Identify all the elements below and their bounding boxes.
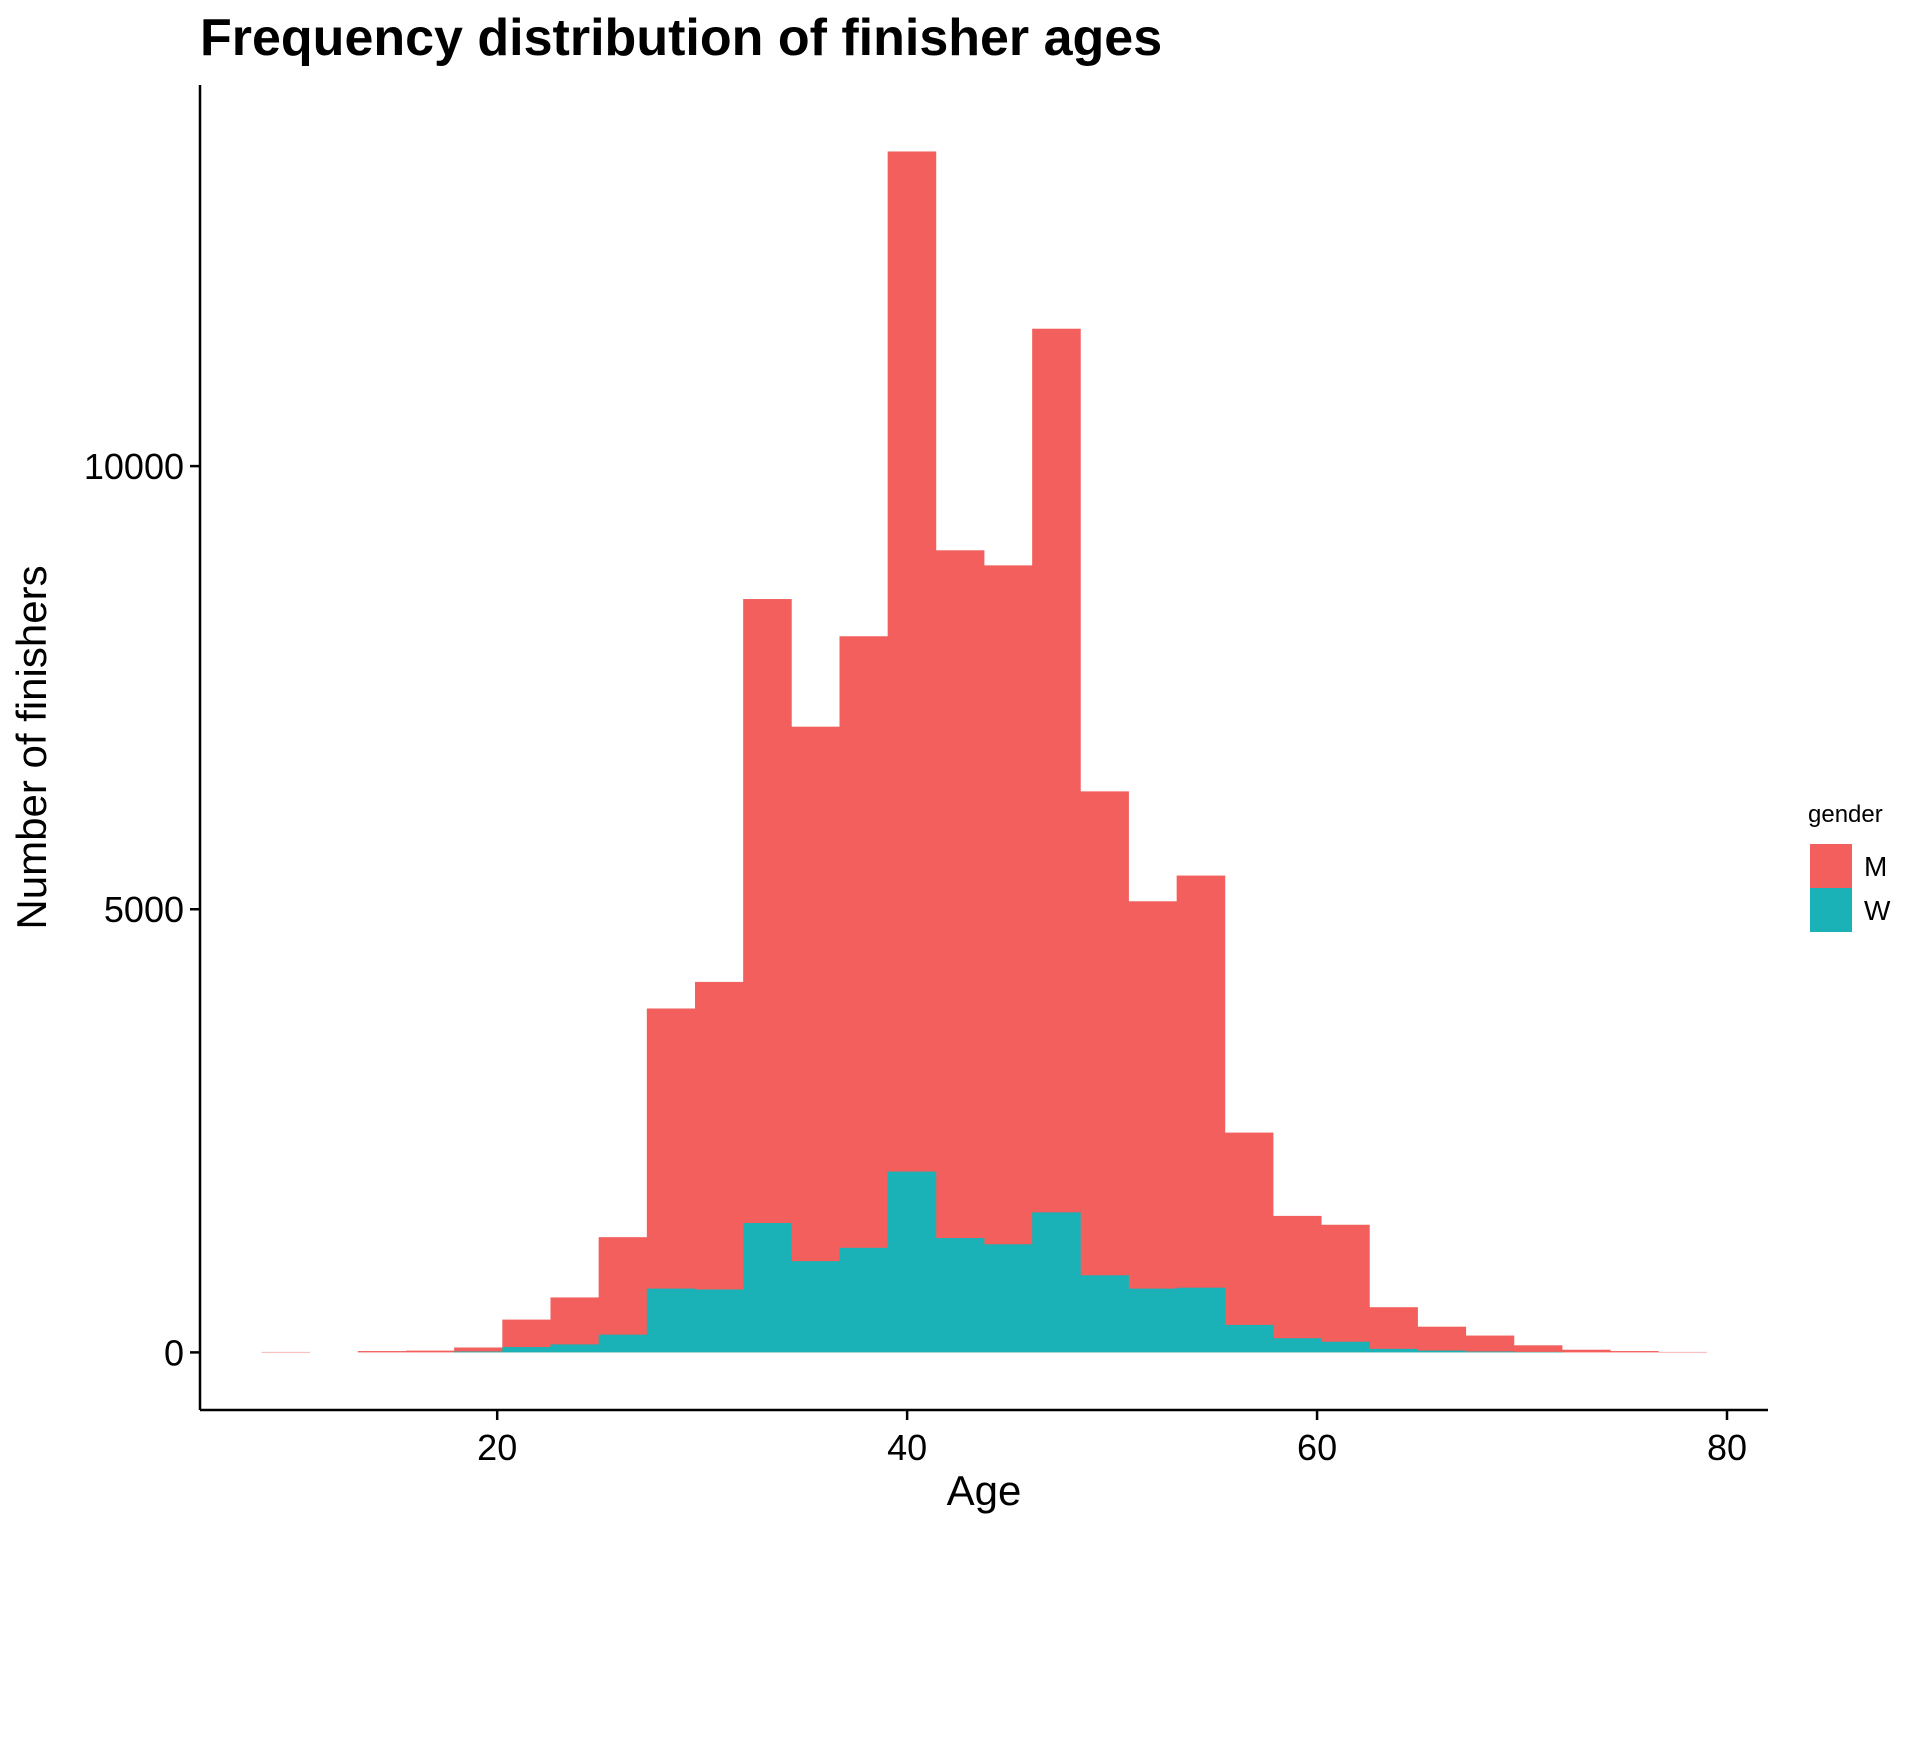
bar-w <box>1417 1350 1467 1353</box>
y-tick-label: 5000 <box>104 889 184 930</box>
legend-label-m: M <box>1864 851 1887 882</box>
bar-w <box>935 1238 985 1353</box>
bar-m <box>550 1297 600 1353</box>
bar-m <box>1080 791 1129 1353</box>
bar-w <box>743 1222 792 1353</box>
bar-w <box>1032 1212 1081 1353</box>
y-tick-label: 0 <box>164 1332 184 1373</box>
bar-m <box>1465 1335 1515 1353</box>
bar-w <box>1176 1287 1226 1353</box>
bar-w <box>1273 1338 1322 1353</box>
bar-m <box>1176 875 1226 1353</box>
bar-m <box>598 1237 648 1353</box>
bar-m <box>502 1319 551 1353</box>
bar-w <box>887 1171 937 1353</box>
bar-w <box>791 1261 840 1353</box>
bar-m <box>984 565 1033 1353</box>
x-tick-label: 60 <box>1297 1427 1337 1468</box>
x-tick-label: 20 <box>477 1427 517 1468</box>
bar-m <box>1513 1345 1563 1353</box>
bar-m <box>1321 1224 1370 1353</box>
bar-w <box>984 1244 1033 1353</box>
bar-m <box>791 726 840 1353</box>
bar-w <box>550 1344 600 1353</box>
legend-key-w <box>1810 888 1852 932</box>
bar-w <box>694 1289 744 1353</box>
y-axis-title: Number of finishers <box>8 565 55 929</box>
chart-title: Frequency distribution of finisher ages <box>200 9 1163 67</box>
bar-w <box>502 1347 551 1353</box>
bar-m <box>1610 1351 1659 1353</box>
bar-w <box>1321 1341 1370 1353</box>
bars-layer <box>261 151 1707 1353</box>
ticks-layer: 20 40 60 80 0 5000 10000 <box>84 446 1747 1468</box>
x-axis-title: Age <box>947 1467 1022 1514</box>
bar-w <box>1369 1348 1418 1353</box>
legend-label-w: W <box>1864 895 1891 926</box>
bar-m <box>1562 1349 1611 1353</box>
bar-w <box>454 1351 503 1353</box>
bar-m <box>1032 328 1081 1353</box>
bar-m <box>1224 1132 1274 1353</box>
bar-m <box>405 1350 455 1353</box>
bar-w <box>1080 1275 1129 1353</box>
bar-w <box>839 1247 889 1353</box>
bar-w <box>598 1334 648 1353</box>
legend: gender MW <box>1808 801 1891 932</box>
bar-w <box>1128 1288 1178 1353</box>
bar-m <box>454 1347 503 1353</box>
bar-m <box>1128 901 1178 1353</box>
y-tick-label: 10000 <box>84 446 184 487</box>
bar-m <box>1369 1307 1418 1353</box>
x-tick-label: 40 <box>887 1427 927 1468</box>
bar-w <box>1465 1351 1515 1353</box>
legend-key-m <box>1810 844 1852 888</box>
bar-m <box>887 151 937 1353</box>
bar-m <box>1417 1326 1467 1353</box>
x-tick-label: 80 <box>1707 1427 1747 1468</box>
legend-title: gender <box>1808 801 1883 828</box>
bar-m <box>357 1351 407 1353</box>
bar-m <box>839 636 889 1353</box>
bar-m <box>935 550 985 1353</box>
axes-layer <box>198 85 1768 1412</box>
bar-w <box>646 1288 696 1353</box>
bar-w <box>1224 1324 1274 1353</box>
bar-m <box>1273 1215 1322 1353</box>
